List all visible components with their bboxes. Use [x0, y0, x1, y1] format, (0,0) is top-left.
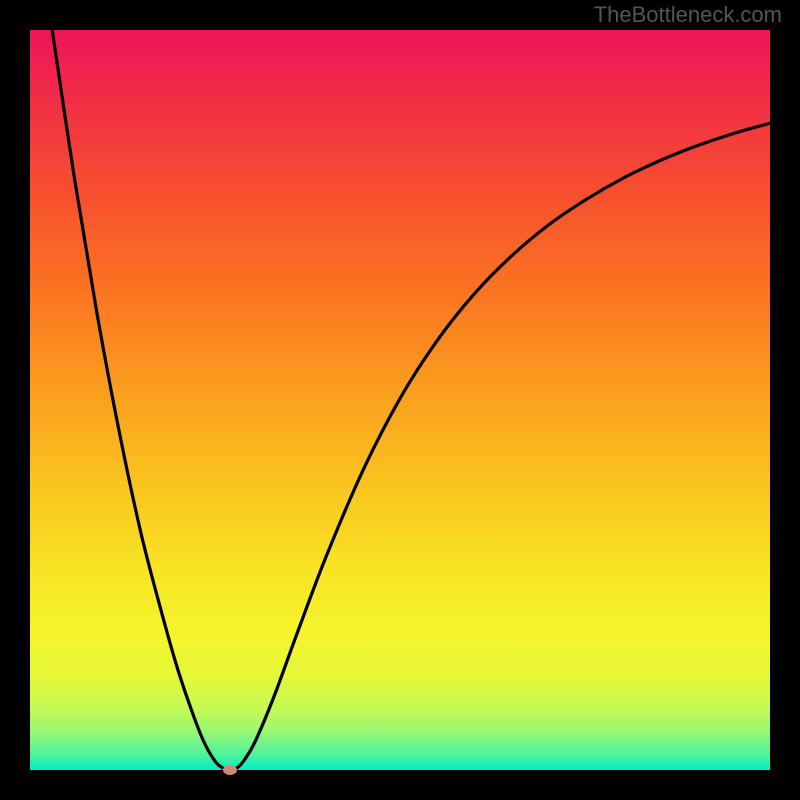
plot-area	[30, 30, 770, 770]
minimum-marker	[223, 765, 237, 775]
watermark-text: TheBottleneck.com	[594, 2, 782, 28]
bottleneck-curve	[30, 30, 770, 770]
chart-frame: TheBottleneck.com	[0, 0, 800, 800]
